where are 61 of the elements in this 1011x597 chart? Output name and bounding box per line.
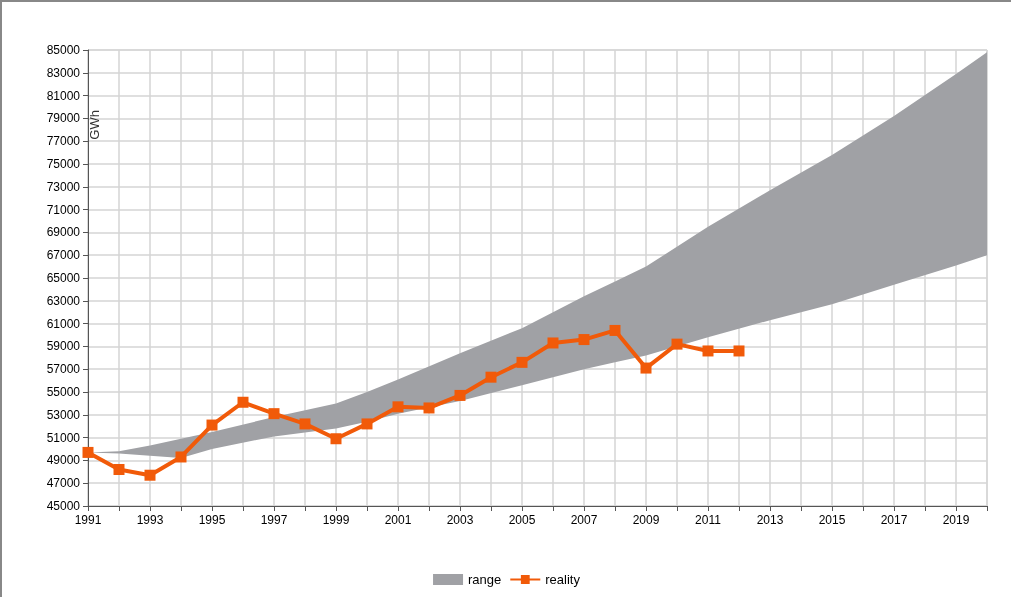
point	[609, 324, 621, 336]
x-tick-label: 2009	[632, 513, 660, 527]
point	[454, 389, 466, 401]
point	[144, 469, 156, 481]
x-tick-label: 2015	[818, 513, 846, 527]
y-axis-title: GWh	[87, 110, 102, 140]
y-tick-label: 69000	[46, 225, 81, 240]
y-tick-label: 75000	[46, 157, 81, 171]
y-tick-label: 49000	[46, 453, 81, 468]
y-tick-label: 47000	[46, 476, 81, 491]
x-tick-label: 2017	[880, 513, 908, 527]
point	[330, 433, 342, 445]
point	[175, 451, 187, 463]
y-tick-label: 53000	[46, 407, 81, 422]
point	[640, 362, 652, 374]
y-tick-label: 85000	[46, 43, 81, 57]
y-tick-label: 83000	[46, 65, 81, 80]
point	[671, 338, 683, 350]
y-tick-label: 59000	[46, 339, 81, 354]
legend-label: range	[468, 572, 502, 587]
point	[237, 396, 249, 408]
point	[702, 345, 714, 357]
point	[82, 446, 94, 458]
y-tick-label: 65000	[46, 271, 81, 285]
y-tick-label: 51000	[46, 430, 81, 445]
x-tick-label: 1997	[260, 513, 288, 527]
x-tick-label: 1999	[322, 513, 350, 527]
point	[361, 418, 373, 430]
x-tick-label: 2011	[695, 513, 722, 527]
x-tick-label: 2001	[384, 513, 412, 527]
x-tick-label: 1995	[198, 513, 226, 527]
point	[578, 334, 590, 346]
y-tick-label: 73000	[46, 179, 81, 194]
x-tick-label: 1993	[136, 513, 164, 527]
y-tick-label: 67000	[46, 248, 81, 263]
y-tick-label: 71000	[46, 202, 81, 217]
y-tick-label: 55000	[46, 385, 81, 399]
x-tick-label: 2005	[508, 513, 536, 527]
y-tick-label: 81000	[46, 88, 81, 103]
x-tick-label: 2019	[942, 513, 970, 527]
y-tick-label: 79000	[46, 111, 81, 126]
point	[113, 464, 125, 476]
point	[423, 402, 435, 414]
point	[392, 401, 404, 413]
point	[547, 337, 559, 349]
y-tick-label: 61000	[46, 316, 81, 331]
x-tick-label: 1991	[74, 513, 102, 527]
point	[268, 408, 280, 420]
point	[206, 419, 218, 431]
x-tick-label: 2013	[756, 513, 784, 527]
x-tick-label: 2003	[446, 513, 474, 527]
point	[733, 345, 745, 357]
y-tick-label: 63000	[46, 293, 81, 308]
y-tick-label: 57000	[46, 362, 81, 377]
x-tick-label: 2007	[570, 513, 598, 527]
y-tick-label: 45000	[46, 499, 81, 513]
y-tick-label: 77000	[46, 134, 81, 149]
point	[516, 356, 528, 368]
point	[485, 371, 497, 383]
point	[299, 418, 311, 430]
legend-label: reality	[545, 572, 581, 587]
